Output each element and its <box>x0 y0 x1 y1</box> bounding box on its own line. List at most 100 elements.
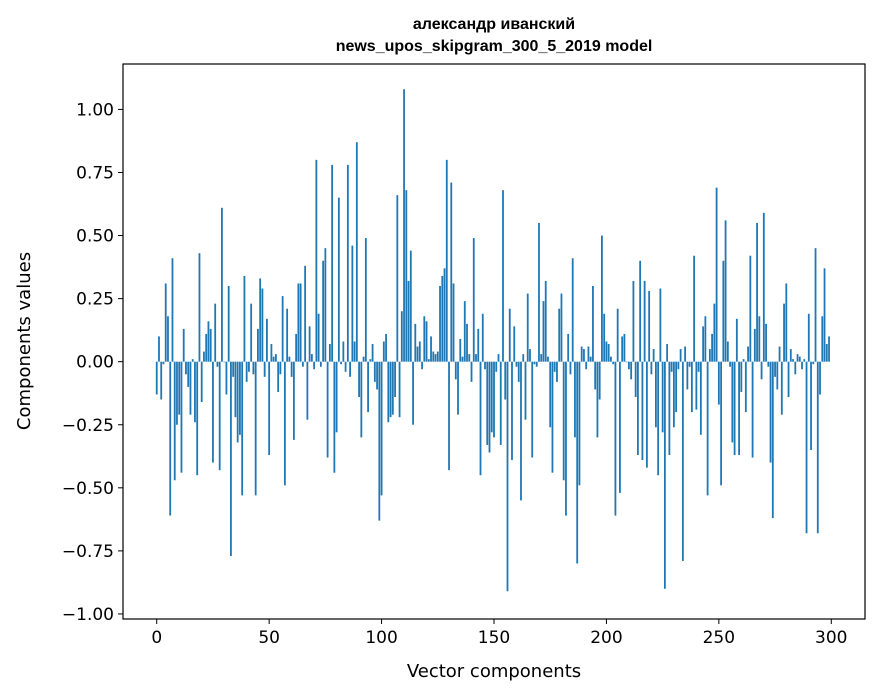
bar-106 <box>394 361 396 397</box>
bar-95 <box>369 359 372 362</box>
bar-278 <box>780 361 783 415</box>
x-tick-label: 50 <box>258 628 280 648</box>
bar-212 <box>632 280 635 362</box>
bar-274 <box>771 361 774 519</box>
y-tick-label: 0.75 <box>76 163 114 183</box>
bar-103 <box>387 361 390 423</box>
bar-176 <box>551 361 554 473</box>
bar-275 <box>774 361 776 377</box>
chart-title-line1: александр иванский <box>413 16 575 33</box>
bar-151 <box>495 361 498 372</box>
bar-247 <box>711 333 713 362</box>
bar-42 <box>250 303 253 362</box>
bar-69 <box>310 354 313 362</box>
bar-168 <box>533 361 536 365</box>
bar-14 <box>187 361 190 387</box>
bar-239 <box>693 255 696 362</box>
bar-31 <box>225 361 228 395</box>
bar-25 <box>212 361 214 463</box>
bar-132 <box>452 283 455 362</box>
bar-81 <box>337 197 340 362</box>
bar-89 <box>355 142 358 362</box>
bar-47 <box>261 288 264 362</box>
bar-48 <box>263 361 266 377</box>
bar-35 <box>234 361 237 418</box>
y-tick-label: 0.50 <box>76 227 114 247</box>
bar-39 <box>243 275 246 362</box>
bar-218 <box>646 361 648 468</box>
bar-130 <box>448 361 450 471</box>
bar-273 <box>769 361 772 463</box>
bar-49 <box>266 318 268 362</box>
bar-161 <box>517 361 520 382</box>
bar-262 <box>744 361 747 413</box>
bar-190 <box>583 349 585 362</box>
bar-210 <box>628 361 630 370</box>
bar-148 <box>488 361 491 453</box>
bar-272 <box>767 361 770 367</box>
bar-146 <box>484 361 486 370</box>
bar-285 <box>796 354 799 362</box>
bar-263 <box>747 346 749 362</box>
bar-115 <box>414 323 417 362</box>
bar-85 <box>346 164 349 362</box>
bar-167 <box>531 361 534 458</box>
bar-113 <box>409 250 412 362</box>
bar-287 <box>801 361 803 370</box>
bar-254 <box>726 341 729 362</box>
bar-246 <box>708 349 711 362</box>
bar-109 <box>400 311 403 362</box>
bar-135 <box>459 338 462 362</box>
bar-189 <box>580 346 583 362</box>
bar-97 <box>373 361 376 382</box>
bar-224 <box>659 288 662 362</box>
bar-73 <box>319 361 322 367</box>
bar-123 <box>432 351 435 362</box>
x-axis-ticks: 0 50 100 150 200 250 300 <box>151 619 847 648</box>
bar-33 <box>230 361 232 556</box>
bar-40 <box>245 361 248 382</box>
bar-138 <box>466 323 468 362</box>
bar-50 <box>268 361 271 456</box>
bar-250 <box>717 361 720 405</box>
bar-198 <box>601 235 603 362</box>
bar-74 <box>322 260 325 362</box>
bar-90 <box>358 361 360 397</box>
bar-232 <box>677 361 680 370</box>
bar-241 <box>697 361 700 372</box>
bar-55 <box>279 361 282 375</box>
bar-29 <box>221 207 223 362</box>
bar-67 <box>306 361 309 420</box>
bar-159 <box>513 326 516 362</box>
bar-179 <box>558 308 561 362</box>
y-tick-label: −0.75 <box>62 542 114 562</box>
bar-261 <box>742 359 745 362</box>
bar-99 <box>378 361 381 521</box>
bar-63 <box>297 283 300 362</box>
bar-125 <box>436 351 439 362</box>
bar-24 <box>209 328 212 362</box>
bar-72 <box>317 313 320 362</box>
bar-169 <box>535 361 538 367</box>
bar-269 <box>760 361 763 380</box>
bar-234 <box>681 361 684 561</box>
x-tick-label: 300 <box>815 628 847 648</box>
bar-191 <box>585 361 588 370</box>
bar-51 <box>270 344 273 362</box>
bar-222 <box>654 361 657 428</box>
bar-119 <box>423 316 426 362</box>
bar-147 <box>486 361 489 445</box>
bars-group <box>155 89 830 592</box>
bar-88 <box>353 341 356 362</box>
bar-36 <box>236 361 239 443</box>
bar-102 <box>385 333 387 362</box>
bar-289 <box>805 361 808 534</box>
bar-252 <box>722 260 725 362</box>
bar-183 <box>567 333 570 362</box>
bar-104 <box>389 361 392 418</box>
bar-163 <box>522 354 525 362</box>
bar-62 <box>295 333 298 362</box>
y-tick-label: −1.00 <box>62 605 114 625</box>
bar-211 <box>630 361 633 380</box>
bar-244 <box>704 316 707 362</box>
